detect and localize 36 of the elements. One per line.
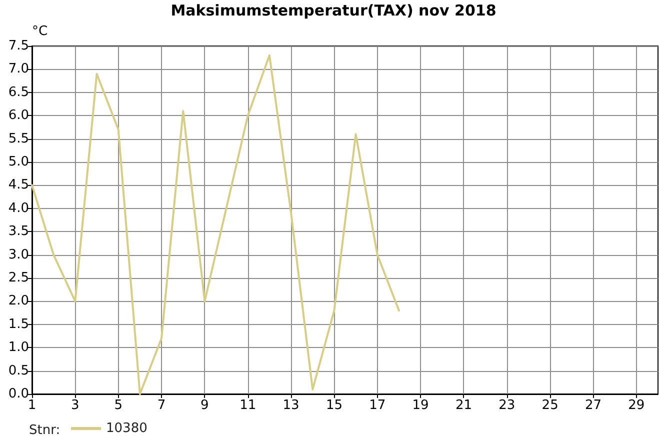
y-tick-label: 3.0	[8, 247, 29, 262]
x-tick-label: 19	[412, 398, 429, 413]
x-tick-label: 1	[28, 398, 36, 413]
y-tick-label: 5.0	[8, 154, 29, 170]
y-tick-label: 4.5	[8, 178, 29, 193]
line-series	[31, 54, 400, 395]
x-tick-label: 25	[542, 398, 558, 413]
y-tick-label: 7.0	[8, 62, 29, 77]
y-tick-label: 3.5	[8, 224, 29, 240]
y-tick-label: 1.0	[8, 340, 29, 356]
x-tick-label: 29	[628, 398, 645, 413]
x-tick-label: 13	[282, 398, 300, 413]
x-tick-label: 11	[240, 398, 256, 413]
y-tick-label: 6.5	[8, 84, 29, 100]
legend-label: 10380	[106, 421, 148, 436]
y-tick-label: 2.5	[8, 270, 29, 286]
x-tick-label: 27	[584, 398, 602, 413]
y-tick-label: 1.5	[8, 316, 29, 332]
x-tick-label: 9	[200, 398, 209, 413]
x-tick-label: 21	[455, 398, 472, 413]
x-tick-label: 7	[157, 398, 166, 413]
y-axis-title: °C	[32, 24, 48, 39]
x-tick-label: 15	[326, 398, 342, 413]
y-tick-label: 2.0	[8, 294, 29, 309]
y-tick-label: 4.0	[8, 200, 29, 216]
y-tick-label: 6.0	[8, 108, 29, 124]
x-tick-label: 23	[498, 398, 516, 413]
y-tick-label: 0.0	[8, 386, 29, 402]
chart-title: Maksimumstemperatur(TAX) nov 2018	[170, 2, 496, 20]
legend-title: Stnr:	[29, 423, 60, 438]
x-tick-label: 3	[71, 398, 80, 413]
x-tick-label: 5	[114, 398, 122, 413]
y-tick-label: 5.5	[8, 131, 29, 146]
x-tick-label: 17	[369, 398, 386, 413]
y-tick-label: 0.5	[8, 363, 29, 378]
y-tick-label: 7.5	[8, 38, 29, 54]
